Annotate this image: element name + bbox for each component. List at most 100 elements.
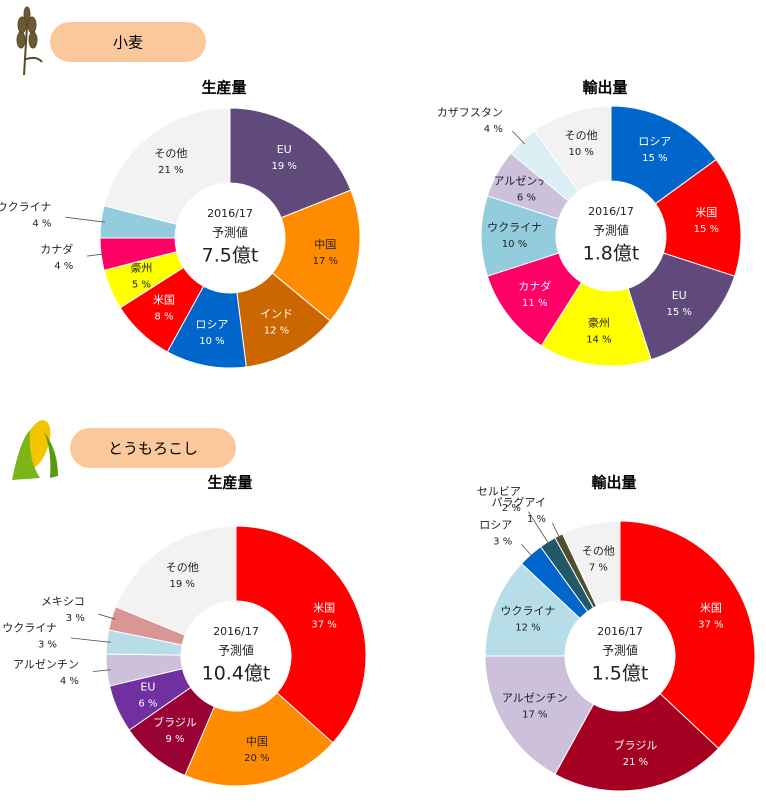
center-label: 予測値 — [602, 643, 638, 658]
value-label: 4 % — [54, 261, 73, 272]
slice-label: ロシア — [638, 135, 671, 148]
leader-line — [551, 523, 561, 540]
value-label: 5 % — [132, 279, 151, 290]
value-label: 2 % — [502, 503, 521, 514]
chart-title: 生産量 — [201, 79, 246, 97]
slice-label: 豪州 — [130, 260, 152, 274]
slice-label: パラグアイ — [492, 495, 546, 509]
slice-label: 米国 — [313, 602, 335, 615]
donut-hole — [181, 601, 291, 711]
value-label: 4 % — [60, 676, 79, 687]
corn-icon — [12, 420, 58, 480]
section-label: 小麦 — [113, 34, 143, 52]
slice-label: カナダ — [518, 279, 551, 293]
slice-label: インド — [260, 308, 293, 321]
value-label: 21 % — [623, 757, 648, 768]
value-label: 10 % — [568, 147, 593, 158]
leader-line — [512, 130, 526, 145]
center-label: 予測値 — [212, 225, 248, 240]
slice-label: 豪州 — [588, 316, 610, 330]
value-label: 4 % — [484, 124, 503, 135]
center-label: 予測値 — [218, 643, 254, 658]
leader-line — [92, 669, 111, 673]
value-label: 19 % — [272, 161, 297, 172]
donut-hole — [565, 601, 675, 711]
value-label: 19 % — [170, 579, 195, 590]
slice-label: EU — [672, 289, 687, 302]
center-label: 10.4億t — [202, 663, 271, 685]
slice-label: メキシコ — [41, 595, 85, 608]
slice-label: その他 — [565, 129, 598, 142]
slice-label: EU — [277, 143, 292, 156]
value-label: 3 % — [493, 537, 512, 548]
slice-label: ウクライナ — [2, 621, 57, 634]
value-label: 15 % — [694, 224, 719, 235]
value-label: 37 % — [311, 620, 336, 631]
slice-label: セルビア — [477, 485, 521, 498]
value-label: 17 % — [522, 709, 547, 720]
value-label: 10 % — [502, 239, 527, 250]
slice-label: ウクライナ — [501, 605, 556, 618]
leader-line — [70, 637, 111, 643]
value-label: 21 % — [158, 165, 183, 176]
donut-hole — [556, 181, 666, 291]
value-label: 10 % — [199, 336, 224, 347]
slice-label: その他 — [154, 147, 187, 160]
slice-label: 米国 — [153, 293, 175, 306]
wheat-icon — [16, 6, 43, 76]
value-label: 6 % — [138, 698, 157, 709]
value-label: 4 % — [32, 218, 51, 229]
slice-label: 中国 — [314, 238, 336, 251]
value-label: 9 % — [165, 734, 184, 745]
value-label: 6 % — [517, 193, 536, 204]
value-label: 3 % — [66, 613, 85, 624]
value-label: 3 % — [38, 639, 57, 650]
leader-line — [521, 543, 534, 558]
value-label: 12 % — [264, 326, 289, 337]
chart-title: 輸出量 — [591, 474, 636, 492]
leader-line — [98, 613, 116, 620]
slice-label: ウクライナ — [487, 221, 542, 234]
slice-label: EU — [140, 680, 155, 693]
slice-label: 米国 — [695, 206, 717, 219]
center-label: 2016/17 — [588, 205, 634, 218]
center-label: 7.5億t — [202, 245, 259, 267]
value-label: 12 % — [515, 623, 540, 634]
slice-label: カナダ — [40, 242, 73, 256]
chart-title: 生産量 — [207, 474, 252, 492]
section-pill — [70, 428, 236, 468]
slice-label: アルゼンチン — [13, 658, 79, 671]
leader-line — [65, 216, 106, 223]
value-label: 14 % — [586, 335, 611, 346]
value-label: 1 % — [527, 514, 546, 525]
center-label: 2016/17 — [213, 625, 259, 638]
slice-label: カザフスタン — [437, 106, 503, 119]
leader-line — [528, 511, 551, 546]
slice-label: ロシア — [479, 519, 512, 532]
value-label: 15 % — [642, 153, 667, 164]
slice-label: 米国 — [700, 602, 722, 615]
slice-label: その他 — [166, 561, 199, 574]
center-label: 2016/17 — [207, 207, 253, 220]
value-label: 7 % — [589, 562, 608, 573]
chart-title: 輸出量 — [582, 79, 627, 97]
center-label: 予測値 — [593, 223, 629, 238]
section-label: とうもろこし — [108, 440, 198, 458]
value-label: 20 % — [244, 753, 269, 764]
value-label: 11 % — [522, 298, 547, 309]
slice-label: ブラジル — [614, 738, 658, 752]
value-label: 37 % — [698, 620, 723, 631]
value-label: 8 % — [154, 311, 173, 322]
slice-label: ウクライナ — [0, 200, 51, 213]
slice-label: ブラジル — [153, 715, 197, 729]
leader-line — [87, 253, 106, 257]
slice-label: その他 — [582, 544, 615, 557]
value-label: 17 % — [313, 256, 338, 267]
section-pill — [50, 22, 206, 62]
center-label: 1.8億t — [583, 243, 640, 265]
slice-label: アルゼンチン — [502, 691, 568, 704]
center-label: 2016/17 — [597, 625, 643, 638]
center-label: 1.5億t — [592, 663, 649, 685]
value-label: 15 % — [667, 307, 692, 318]
